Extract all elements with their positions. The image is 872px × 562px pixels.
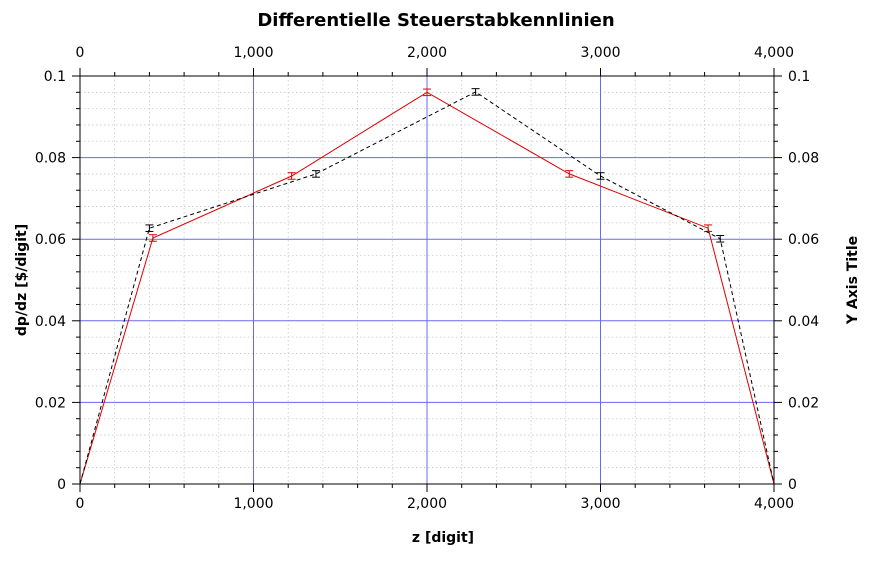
x-tick-label-top: 1,000: [233, 45, 273, 61]
x-tick-label-bottom: 2,000: [407, 496, 447, 512]
y-tick-label-right: 0.02: [788, 395, 819, 411]
chart-title: Differentielle Steuerstabkennlinien: [257, 10, 614, 31]
major-grid: [80, 76, 774, 484]
y-axis-title-right: Y Axis Title: [845, 236, 861, 325]
x-tick-label-top: 0: [76, 45, 85, 61]
y-tick-label-right: 0: [788, 477, 797, 493]
x-axis-title: z [digit]: [412, 530, 474, 546]
y-tick-label-right: 0.04: [788, 314, 819, 330]
x-tick-label-bottom: 1,000: [233, 496, 273, 512]
x-tick-label-bottom: 0: [76, 496, 85, 512]
x-tick-label-top: 4,000: [754, 45, 794, 61]
y-tick-label-right: 0.1: [788, 69, 810, 85]
y-tick-label-right: 0.06: [788, 232, 819, 248]
y-tick-label-left: 0: [57, 477, 66, 493]
x-tick-label-top: 2,000: [407, 45, 447, 61]
minor-grid: [80, 76, 774, 484]
x-tick-label-bottom: 4,000: [754, 496, 794, 512]
y-tick-label-left: 0.02: [35, 395, 66, 411]
axis-ticks: [72, 68, 782, 492]
y-tick-label-left: 0.08: [35, 151, 66, 167]
tick-labels: 001,0001,0002,0002,0003,0003,0004,0004,0…: [35, 45, 819, 512]
y-tick-label-left: 0.04: [35, 314, 66, 330]
series-layer: [79, 88, 775, 485]
x-tick-label-top: 3,000: [580, 45, 620, 61]
y-tick-label-left: 0.06: [35, 232, 66, 248]
y-axis-title: dp/dz [$/digit]: [14, 224, 30, 336]
y-tick-label-right: 0.08: [788, 151, 819, 167]
x-tick-label-bottom: 3,000: [580, 496, 620, 512]
y-tick-label-left: 0.1: [44, 69, 66, 85]
